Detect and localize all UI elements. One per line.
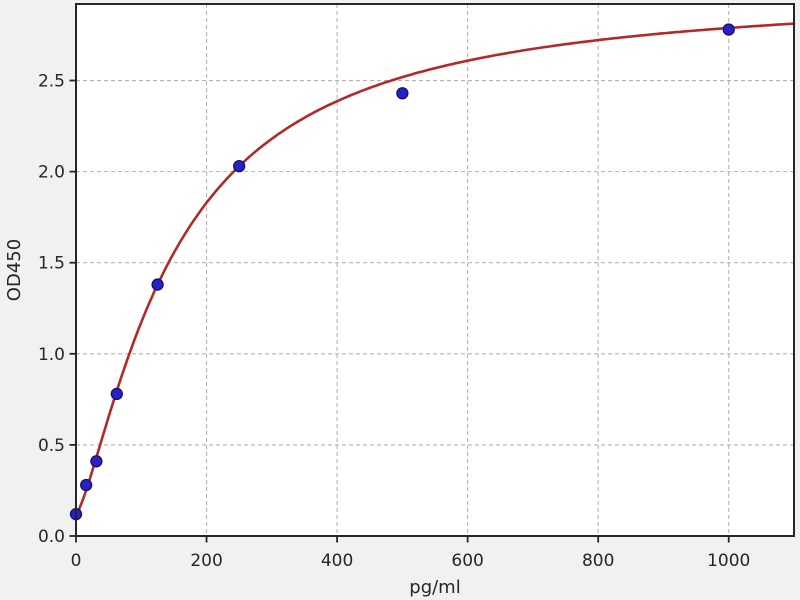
axis-tick-marks [69,79,730,543]
plot-frame [75,3,795,537]
x-tick-label: 600 [451,551,483,571]
x-tick-label: 800 [582,551,614,571]
data-point-marker [722,23,735,36]
y-tick-label: 0.5 [38,436,65,456]
data-point-marker [90,455,103,468]
y-tick-label: 1.0 [38,345,65,365]
data-point-marker [151,278,164,291]
data-point-markers [69,23,735,521]
data-point-marker [110,387,123,401]
data-point-marker [80,478,93,492]
y-tick-label: 2.0 [38,163,65,183]
y-tick-label: 0.0 [38,527,65,547]
y-tick-labels: 0.0 0.5 1.0 1.5 2.0 2.5 [38,72,65,547]
x-tick-label: 1000 [707,551,750,571]
x-tick-label: 200 [190,551,222,571]
x-axis-label: pg/ml [409,577,460,598]
x-tick-label: 0 [71,551,82,571]
fit-curve-line [74,22,796,516]
data-point-marker [396,87,409,100]
x-tick-labels: 0 200 400 600 800 1000 [71,551,751,571]
y-tick-label: 1.5 [38,254,65,274]
x-tick-label: 400 [321,551,353,571]
data-point-marker [233,160,246,173]
grid-lines [75,4,794,537]
y-axis-label: OD450 [4,239,25,301]
plot-area-background [76,4,794,536]
y-tick-label: 2.5 [38,72,65,92]
